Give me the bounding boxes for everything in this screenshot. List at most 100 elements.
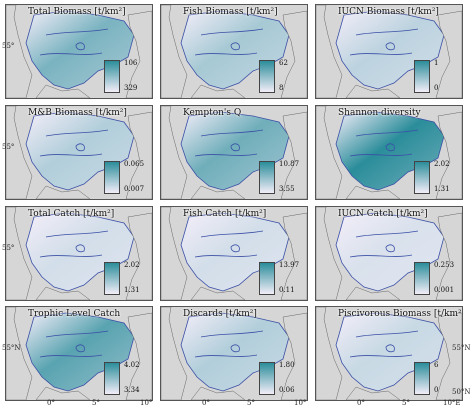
north-sea-map	[6, 5, 152, 98]
colorbar-legend: 13.97 0.11	[259, 261, 305, 298]
colorbar-legend: 2.02 1.31	[414, 160, 460, 197]
colorbar-legend: 10.87 3.55	[259, 160, 305, 197]
colorbar-min-label: 1.31	[124, 286, 140, 294]
colorbar-max-label: 13.97	[279, 261, 300, 269]
north-sea-map	[316, 5, 462, 98]
panel-title: Fish Catch [t/km²]	[183, 209, 267, 219]
colorbar	[414, 262, 430, 295]
map-panel-total-catch: Total Catch [t/km²] 2.02 1.31	[5, 206, 153, 301]
colorbar	[259, 60, 275, 93]
lon-label-0-col3: 0°	[357, 399, 365, 407]
map-panel-iucn-catch: IUCN Catch [t/km²] 0.253 0.001	[315, 206, 463, 301]
colorbar-max-label: 10.87	[279, 160, 300, 168]
map-panel-fish-catch: Fish Catch [t/km²] 13.97 0.11	[160, 206, 308, 301]
colorbar-min-label: 0	[434, 386, 439, 394]
colorbar-max-label: 2.02	[124, 261, 140, 269]
colorbar	[414, 362, 430, 395]
colorbar-min-label: 1.31	[434, 185, 450, 193]
colorbar	[414, 161, 430, 194]
lon-label-0-col1: 0°	[47, 399, 55, 407]
colorbar-legend: 106 329	[104, 59, 150, 96]
lon-label-5-col2: 5°	[247, 399, 255, 407]
colorbar-legend: 0.065 0.007	[104, 160, 150, 197]
north-sea-map	[161, 307, 307, 400]
colorbar	[259, 262, 275, 295]
north-sea-map	[161, 207, 307, 300]
colorbar-legend: 4.02 3.34	[104, 361, 150, 398]
colorbar-min-label: 0.001	[434, 286, 455, 294]
colorbar-max-label: 62	[279, 59, 288, 67]
colorbar-legend: 0.253 0.001	[414, 261, 460, 298]
map-panel-total-biomass: Total Biomass [t/km²] 106 329	[5, 4, 153, 99]
panel-title: IUCN Biomass [t/km²]	[338, 7, 439, 17]
lat-label-row1: 55°	[2, 42, 15, 50]
colorbar-min-label: 8	[279, 84, 284, 92]
map-panel-piscivorous-biomass: Piscivorous Biomass [t/km²] 6 0	[315, 306, 463, 401]
north-sea-map	[316, 307, 462, 400]
north-sea-map	[316, 106, 462, 199]
lon-label-10-col3: 10°E	[443, 399, 461, 407]
north-sea-map	[316, 207, 462, 300]
north-sea-map	[161, 5, 307, 98]
colorbar	[104, 362, 120, 395]
panel-title: M&B Biomass [t/km²]	[28, 108, 127, 118]
map-panel-mb-biomass: M&B Biomass [t/km²] 0.065 0.007	[5, 105, 153, 200]
colorbar-min-label: 0.06	[279, 386, 295, 394]
lat-label-right-55: 55°N	[452, 344, 471, 352]
colorbar-max-label: 0.253	[434, 261, 455, 269]
colorbar-max-label: 6	[434, 361, 439, 369]
panel-title: Kempton's Q	[183, 108, 242, 118]
lat-label-row4: 55°N	[2, 344, 21, 352]
colorbar-min-label: 0	[434, 84, 439, 92]
colorbar-legend: 62 8	[259, 59, 305, 96]
colorbar-legend: 2.02 1.31	[104, 261, 150, 298]
colorbar-max-label: 2.02	[434, 160, 450, 168]
map-panel-fish-biomass: Fish Biomass [t/km²] 62 8	[160, 4, 308, 99]
north-sea-map	[6, 307, 152, 400]
colorbar-min-label: 3.55	[279, 185, 295, 193]
colorbar-max-label: 106	[124, 59, 138, 67]
panel-title: Trophic Level Catch	[28, 309, 121, 319]
colorbar-min-label: 3.34	[124, 386, 140, 394]
colorbar-min-label: 0.007	[124, 185, 145, 193]
colorbar	[259, 362, 275, 395]
lat-label-row2: 55°	[2, 143, 15, 151]
north-sea-map	[6, 106, 152, 199]
panel-title: IUCN Catch [t/km²]	[338, 209, 428, 219]
lon-label-5-col1: 5°	[92, 399, 100, 407]
lat-label-row3: 55°	[2, 244, 15, 252]
panel-title: Total Biomass [t/km²]	[28, 7, 126, 17]
panel-title: Discards [t/km²]	[183, 309, 257, 319]
panel-title: Piscivorous Biomass [t/km²]	[338, 309, 463, 319]
north-sea-map	[6, 207, 152, 300]
map-panel-trophic-level-catch: Trophic Level Catch 4.02 3.34	[5, 306, 153, 401]
map-panel-kemptons-q: Kempton's Q 10.87 3.55	[160, 105, 308, 200]
colorbar-min-label: 0.11	[279, 286, 295, 294]
colorbar-max-label: 1	[434, 59, 439, 67]
colorbar	[259, 161, 275, 194]
colorbar-max-label: 0.065	[124, 160, 145, 168]
panel-title: Total Catch [t/km²]	[28, 209, 115, 219]
panel-title: Fish Biomass [t/km²]	[183, 7, 278, 17]
colorbar-legend: 1.80 0.06	[259, 361, 305, 398]
colorbar-max-label: 1.80	[279, 361, 295, 369]
map-panel-discards: Discards [t/km²] 1.80 0.06	[160, 306, 308, 401]
lon-label-0-col2: 0°	[202, 399, 210, 407]
colorbar-min-label: 329	[124, 84, 138, 92]
colorbar	[414, 60, 430, 93]
map-panel-shannon-diversity: Shannon diversity 2.02 1.31	[315, 105, 463, 200]
lon-label-10-col1: 10°	[140, 399, 153, 407]
colorbar-max-label: 4.02	[124, 361, 140, 369]
north-sea-map	[161, 106, 307, 199]
panel-title: Shannon diversity	[338, 108, 421, 118]
colorbar	[104, 161, 120, 194]
map-panel-iucn-biomass: IUCN Biomass [t/km²] 1 0	[315, 4, 463, 99]
colorbar	[104, 262, 120, 295]
lat-label-right-50: 50°N	[452, 388, 471, 396]
colorbar	[104, 60, 120, 93]
lon-label-10-col2: 10°	[294, 399, 307, 407]
lon-label-5-col3: 5°	[402, 399, 410, 407]
